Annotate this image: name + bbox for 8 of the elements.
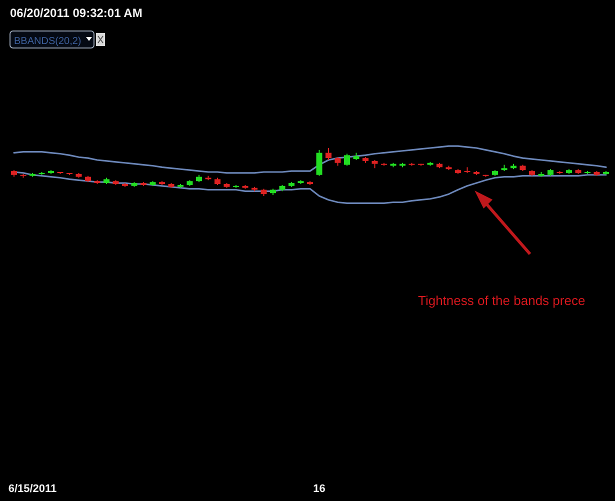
candlestick	[344, 153, 350, 166]
x-tick-label: 6/15/2011	[8, 483, 57, 495]
candlestick	[326, 148, 332, 160]
x-tick-label: 16	[313, 483, 326, 495]
candlestick	[316, 149, 322, 176]
text: BBANDS(20,2)	[14, 36, 82, 47]
chart-title: 06/20/2011 09:32:01 AM	[10, 6, 142, 20]
text: Tightness of the bands prece	[418, 293, 586, 308]
